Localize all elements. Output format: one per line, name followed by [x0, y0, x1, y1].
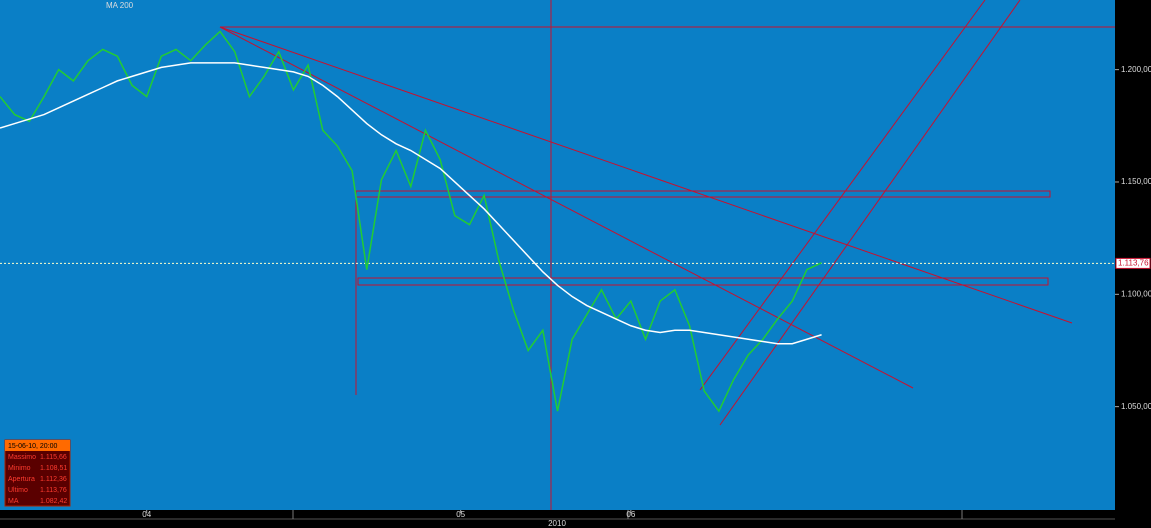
y-tick-label: 1.150,00	[1121, 177, 1151, 186]
series-line	[0, 30, 822, 413]
info-label: Minimo	[8, 465, 31, 472]
info-header	[5, 440, 70, 451]
plot-area	[0, 0, 1115, 510]
info-label: Ultimo	[8, 487, 28, 494]
x-year-label: 2010	[548, 519, 566, 528]
y-tick-label: 1.100,00	[1121, 289, 1151, 298]
trend-line	[719, 0, 1021, 426]
series-line	[0, 62, 822, 345]
annotations	[219, 0, 1115, 510]
last-price-tag	[1115, 257, 1151, 269]
info-label: MA	[8, 498, 19, 505]
info-value: 1.112,36	[40, 476, 67, 483]
y-tick-label: 1.200,00	[1121, 65, 1151, 74]
info-label: Apertura	[8, 476, 35, 483]
info-panel: 15-06-10, 20:00 Massimo 1.115,66 Minimo 1.1…	[4, 439, 71, 507]
x-tick-label: 05	[456, 510, 465, 519]
zone	[357, 277, 1049, 286]
trend-line	[219, 26, 914, 389]
info-value: 1.108,51	[40, 465, 67, 472]
trend-line	[699, 0, 986, 391]
x-tick-label: 04	[142, 510, 151, 519]
trend-line	[219, 26, 1073, 324]
info-date: 15-06-10, 20:00	[8, 443, 58, 450]
last-price-label: 1.113,76	[1118, 259, 1149, 268]
x-tick-label: 06	[626, 510, 635, 519]
info-value: 1.115,66	[40, 454, 67, 461]
info-label: Massimo	[8, 454, 36, 461]
legend-entry: MA 200	[106, 1, 134, 10]
info-value: 1.113,76	[40, 487, 67, 494]
y-tick-label: 1.050,00	[1121, 402, 1151, 411]
info-value: 1.082,42	[40, 498, 67, 505]
